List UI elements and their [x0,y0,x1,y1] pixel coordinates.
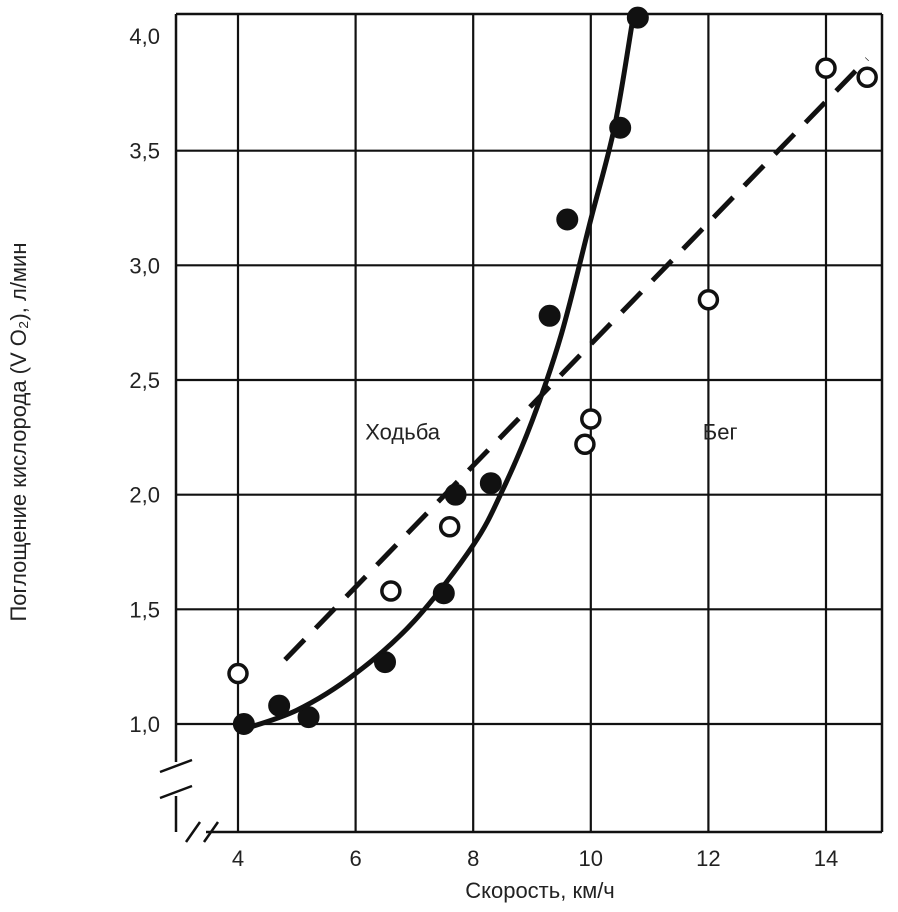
x-tick-label: 10 [579,846,603,871]
y-axis-break-mark [159,784,193,800]
y-tick-label: 2,0 [129,483,160,508]
grid [176,14,882,832]
walking-data-point [268,694,291,717]
walking-data-point [479,472,502,495]
series-annotations: Ходьба Бег [365,420,737,445]
running-data-point [438,516,461,538]
tick-labels: 4 6 8 10 12 14 1,0 1,5 2,0 2,5 3,0 3,5 4,0 [129,24,838,871]
running-data-point [856,66,878,89]
running-data-point [580,408,602,430]
fit-curves [237,24,869,734]
walking-data-point [626,6,649,29]
walking-data-point [609,116,632,139]
running-data-point [380,580,402,602]
walking-data-point [232,713,255,735]
running-data-point [574,433,596,455]
y-tick-label: 1,5 [129,597,160,622]
walking-data-point [432,582,455,605]
walking-data-point [374,651,396,674]
x-axis-break-mark [202,821,220,843]
x-tick-label: 8 [467,846,479,871]
running-data-point [815,57,837,79]
x-tick-label: 4 [232,846,244,871]
walking-data-point [538,304,561,327]
y-tick-label: 3,5 [129,139,160,164]
plot-frame [159,12,884,843]
walking-data-point [556,208,579,231]
x-axis-break-mark [184,821,202,843]
y-tick-label: 1,0 [129,712,160,737]
x-tick-label: 14 [814,846,838,871]
walking-data-point [297,706,320,729]
series-annotation: Ходьба [365,420,441,445]
y-tick-label: 2,5 [129,368,160,393]
series-annotation: Бег [703,420,738,445]
y-tick-label: 4,0 [129,24,160,49]
x-axis-label: Скорость, км/ч [465,878,615,903]
x-tick-label: 12 [696,846,720,871]
data-points [227,6,878,735]
y-axis-label: Поглощение кислорода (V O₂), л/мин [6,242,31,621]
walking-fit-curve [237,24,635,734]
running-data-point [227,662,249,685]
y-axis-break-mark [159,758,193,774]
y-tick-label: 3,0 [129,253,160,278]
running-fit-line [283,57,869,662]
x-tick-label: 6 [349,846,361,871]
walking-data-point [444,483,467,506]
running-data-point [697,288,720,311]
